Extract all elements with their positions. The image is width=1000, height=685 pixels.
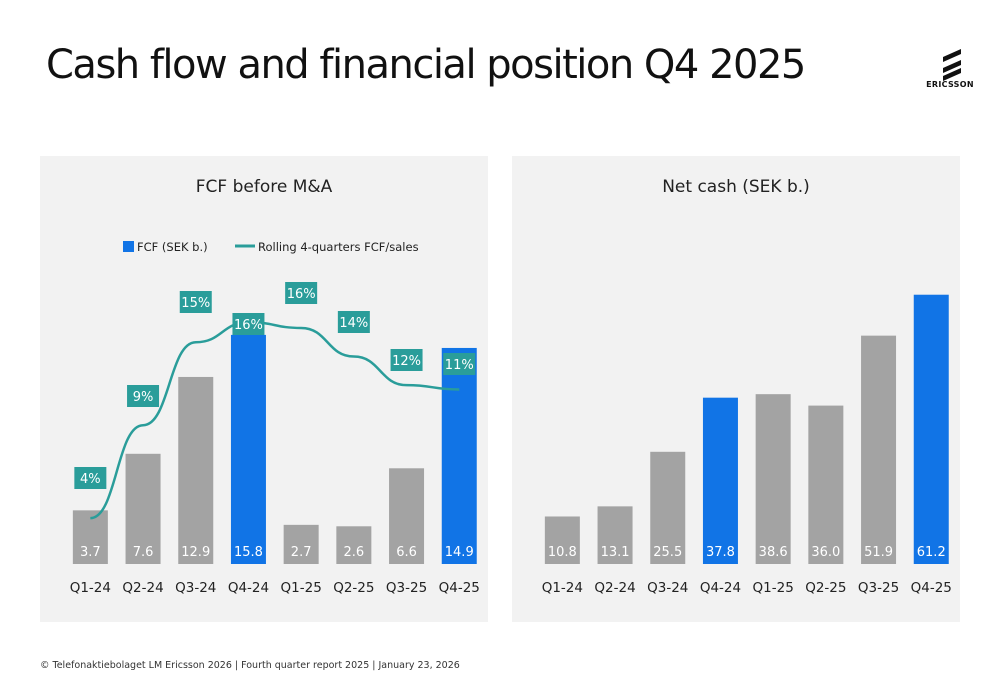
chart-title: FCF before M&A	[196, 177, 333, 197]
bar-value-label: 14.9	[445, 545, 474, 560]
line-label-box	[179, 291, 212, 313]
line-value-label: 14%	[339, 316, 368, 331]
net-cash-chart: Net cash (SEK b.) 10.8 Q1-24 13.1 Q2-24 25.5 Q…	[542, 177, 952, 596]
line-label-box	[337, 311, 370, 333]
bar-value-label: 37.8	[706, 545, 735, 560]
bar-q1-25	[283, 524, 319, 564]
x-tick-label: Q4-24	[700, 580, 741, 596]
bar-q3-25	[861, 335, 897, 564]
bar-q1-24	[544, 516, 580, 564]
legend-swatch-fcf	[123, 241, 134, 252]
bar-value-label: 38.6	[759, 545, 788, 560]
x-tick-label: Q3-25	[858, 580, 899, 596]
line-label-box	[127, 385, 160, 407]
legend-label-line: Rolling 4-quarters FCF/sales	[258, 240, 419, 254]
bar-value-label: 13.1	[601, 545, 630, 560]
x-tick-label: Q2-24	[594, 580, 635, 596]
footer-text: © Telefonaktiebolaget LM Ericsson 2026 |…	[40, 660, 460, 671]
fcf-chart: FCF before M&A 3.7 Q1-24 7.6 Q2-24 12.9 Q3-24 1…	[70, 177, 480, 596]
bar-q4-24	[230, 334, 266, 564]
x-tick-label: Q1-24	[542, 580, 583, 596]
bar-value-label: 2.6	[344, 545, 365, 560]
x-tick-label: Q4-25	[911, 580, 952, 596]
bar-value-label: 61.2	[917, 545, 946, 560]
x-tick-label: Q2-25	[805, 580, 846, 596]
bar-value-label: 3.7	[80, 545, 101, 560]
bar-q3-24	[650, 451, 686, 564]
bar-q2-25	[336, 526, 372, 564]
line-label-box	[390, 349, 423, 371]
bar-q1-25	[755, 394, 791, 564]
line-label-box	[443, 353, 476, 375]
x-tick-label: Q3-24	[175, 580, 216, 596]
chart-title: Net cash (SEK b.)	[662, 177, 810, 197]
net-cash-panel: Net cash (SEK b.) 10.8 Q1-24 13.1 Q2-24 25.5 Q…	[512, 156, 960, 622]
fcf-panel: FCF before M&A 3.7 Q1-24 7.6 Q2-24 12.9 Q3-24 1…	[40, 156, 488, 622]
line-label-box	[285, 282, 318, 304]
x-tick-label: Q2-25	[333, 580, 374, 596]
line-label-box	[232, 313, 265, 335]
bar-q2-25	[808, 405, 844, 564]
bar-value-label: 6.6	[396, 545, 417, 560]
line-value-label: 11%	[445, 358, 474, 373]
logo-text: ERICSSON	[926, 80, 974, 89]
ericsson-logo-icon	[943, 49, 961, 81]
bar-value-label: 2.7	[291, 545, 312, 560]
legend-label-fcf: FCF (SEK b.)	[137, 240, 208, 254]
bar-q4-25	[913, 294, 949, 564]
line-value-label: 15%	[181, 296, 210, 311]
line-value-label: 9%	[133, 390, 154, 405]
line-value-label: 12%	[392, 354, 421, 369]
bar-value-label: 25.5	[653, 545, 682, 560]
x-tick-label: Q1-24	[70, 580, 111, 596]
bar-value-label: 12.9	[181, 545, 210, 560]
page-title: Cash flow and financial position Q4 2025	[46, 42, 806, 88]
line-label-box	[74, 467, 107, 489]
line-value-label: 16%	[234, 318, 263, 333]
x-tick-label: Q4-24	[228, 580, 269, 596]
bar-value-label: 15.8	[234, 545, 263, 560]
x-tick-label: Q3-25	[386, 580, 427, 596]
x-tick-label: Q1-25	[753, 580, 794, 596]
bar-value-label: 51.9	[864, 545, 893, 560]
x-tick-label: Q1-25	[281, 580, 322, 596]
bar-q4-25	[441, 347, 477, 564]
bar-value-label: 36.0	[811, 545, 840, 560]
bar-q4-24	[702, 397, 738, 564]
bar-q3-25	[389, 468, 425, 564]
line-value-label: 4%	[80, 472, 101, 487]
x-tick-label: Q4-25	[439, 580, 480, 596]
x-tick-label: Q2-24	[122, 580, 163, 596]
bar-q3-24	[178, 376, 214, 564]
bar-value-label: 10.8	[548, 545, 577, 560]
bar-q2-24	[597, 506, 633, 564]
bar-q2-24	[125, 453, 161, 564]
bar-value-label: 7.6	[133, 545, 154, 560]
x-tick-label: Q3-24	[647, 580, 688, 596]
line-value-label: 16%	[287, 287, 316, 302]
